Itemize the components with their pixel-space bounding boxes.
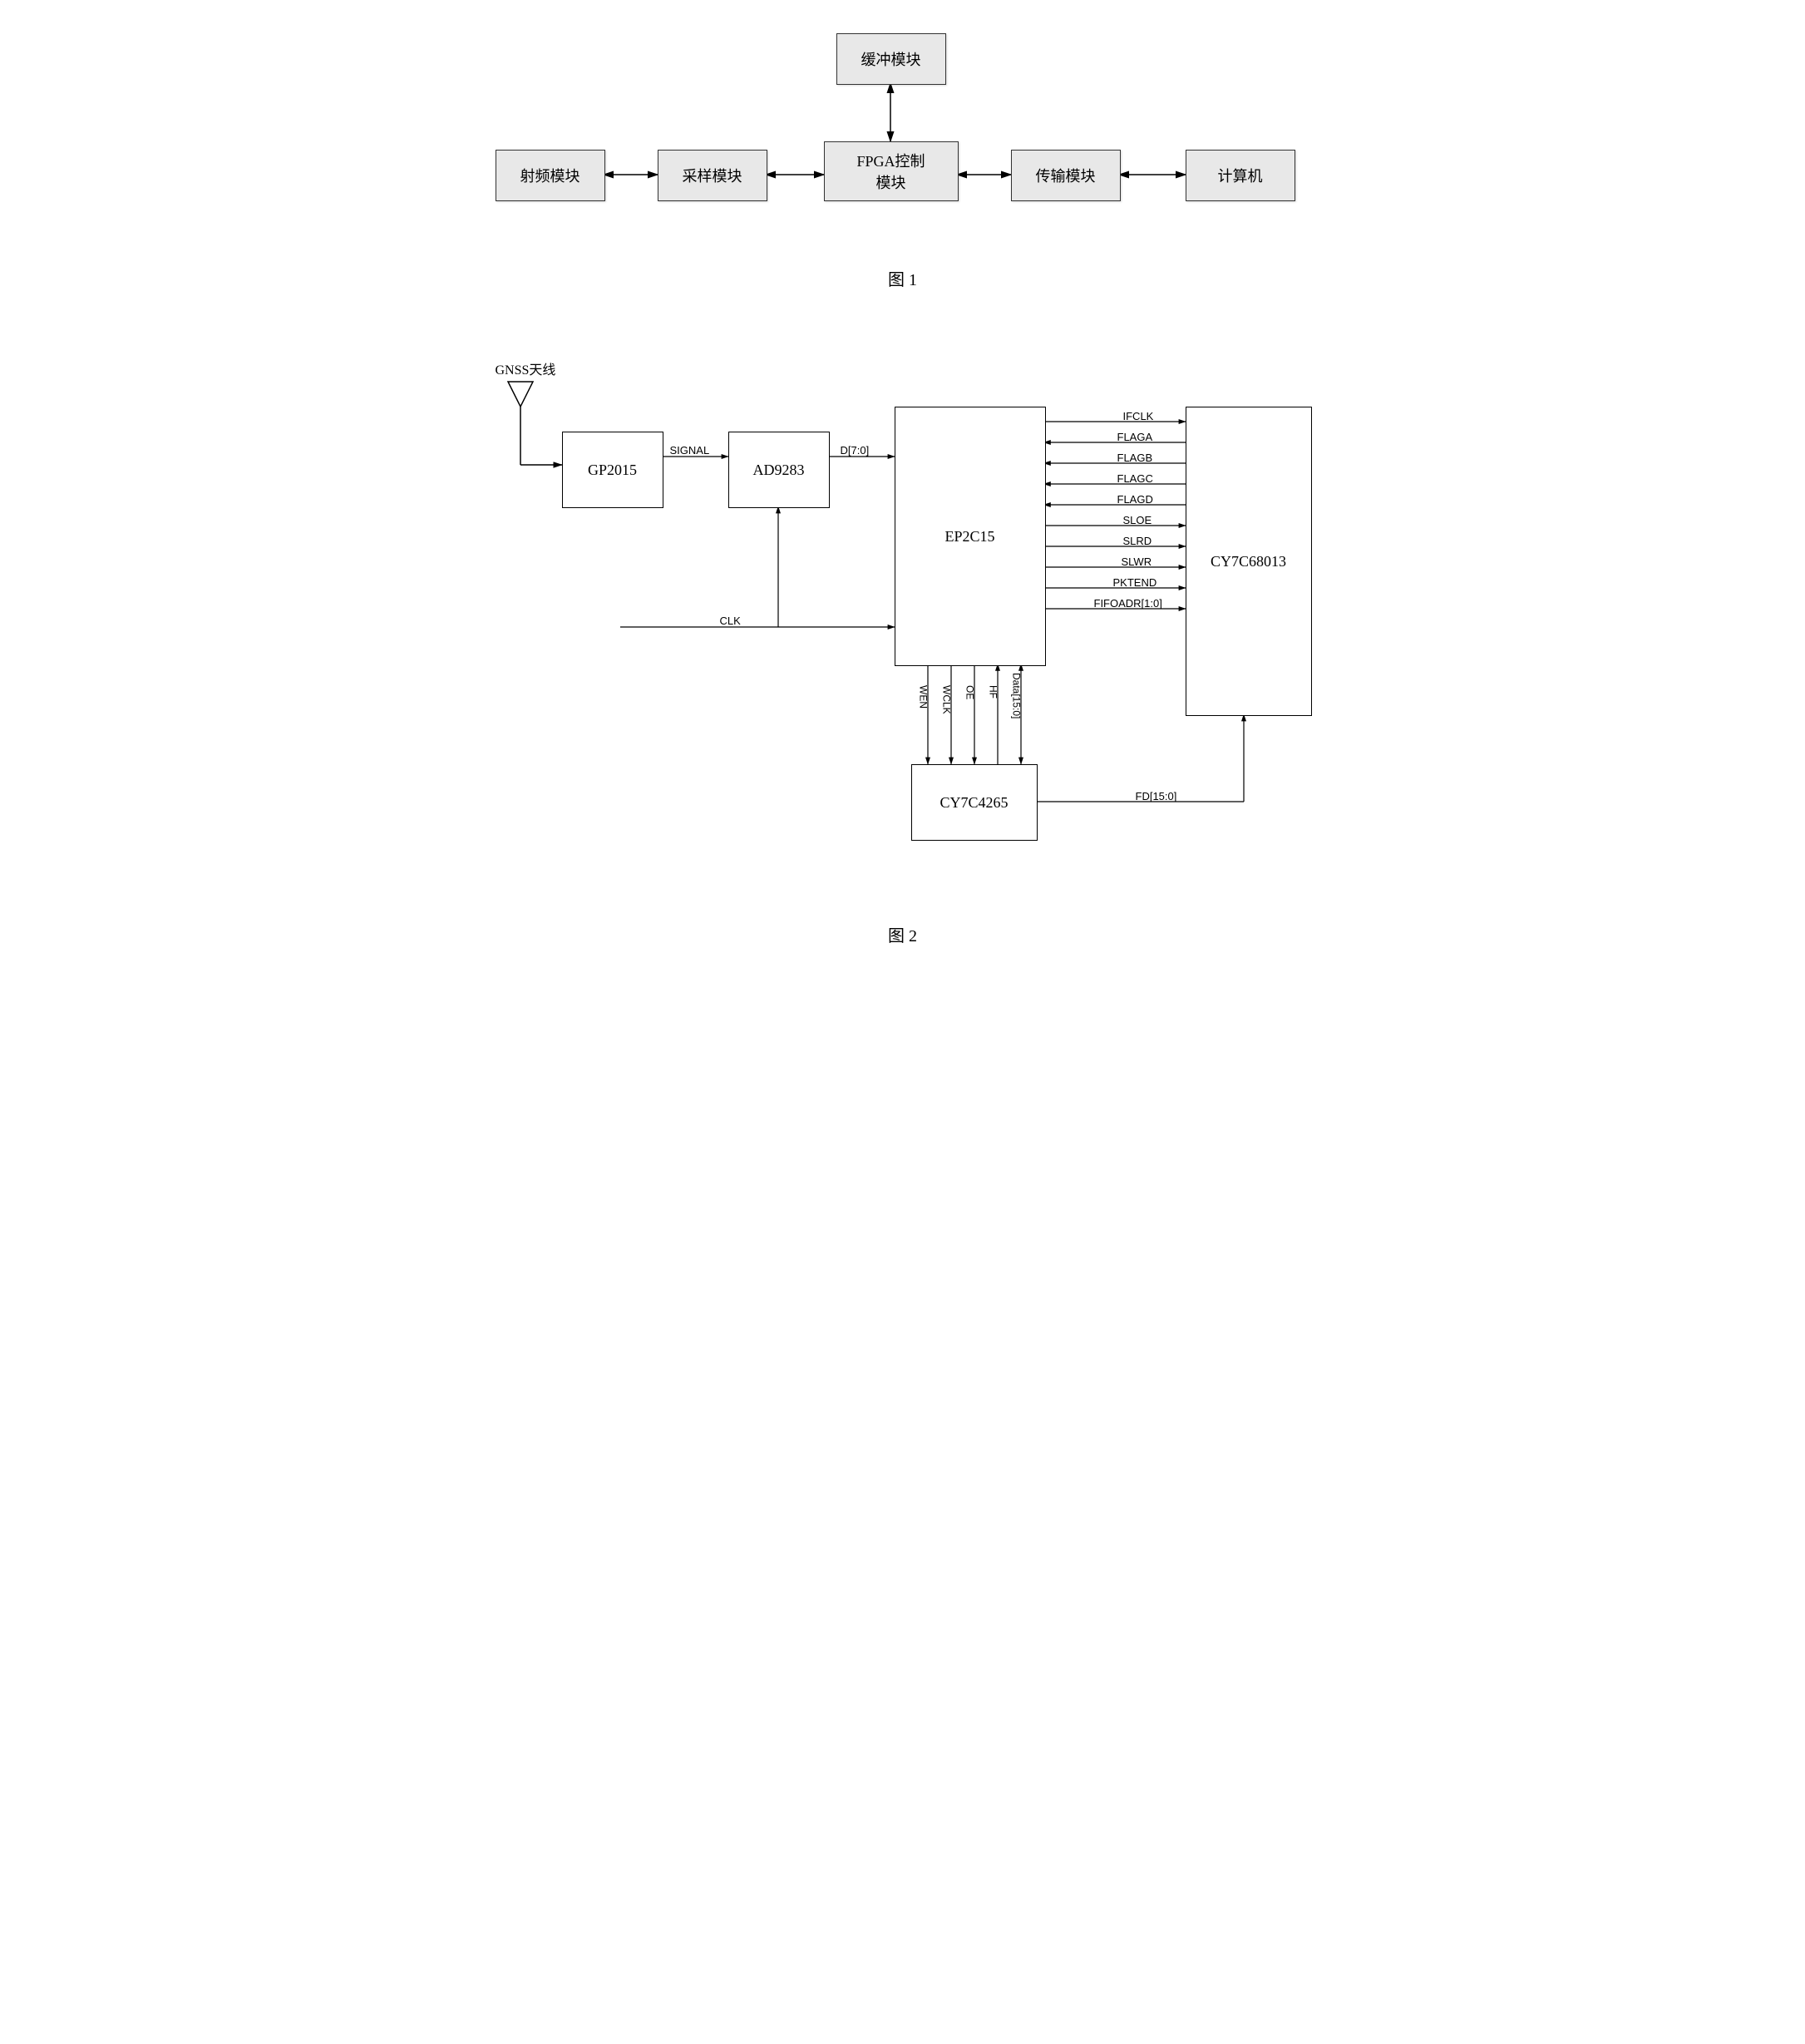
fig2-box-ad9283: AD9283 — [728, 432, 830, 508]
figure-1-caption: 图 1 — [33, 266, 1772, 290]
signal-pktend: PKTEND — [1113, 576, 1157, 589]
fig1-box-fpga: FPGA控制 模块 — [824, 141, 959, 201]
fig1-box-sample: 采样模块 — [658, 150, 767, 201]
fig1-box-buffer: 缓冲模块 — [836, 33, 946, 85]
gnss-antenna-icon — [508, 382, 562, 465]
signal-flagc: FLAGC — [1117, 472, 1153, 485]
fig1-box-rf: 射频模块 — [496, 150, 605, 201]
signal-clk: CLK — [720, 615, 741, 627]
signal-flaga: FLAGA — [1117, 431, 1153, 443]
signal-fifoadr10: FIFOADR[1:0] — [1094, 597, 1162, 610]
figure-1: 缓冲模块射频模块 采样模块 FPGA控制 模块 传输模块 计算机 — [496, 33, 1310, 241]
signal-fd150: FD[15:0] — [1136, 790, 1177, 802]
signal-hf: HF — [988, 685, 999, 699]
figure-2: GNSS天线 GP2015 AD9283 EP2C15 CY7C68013 CY7C42… — [496, 340, 1310, 906]
fig1-box-transmit: 传输模块 — [1011, 150, 1121, 201]
signal-data150: Data[15:0] — [1011, 673, 1023, 718]
signal-slwr: SLWR — [1122, 555, 1152, 568]
signal-slrd: SLRD — [1123, 535, 1152, 547]
fig2-box-cy7c4265: CY7C4265 — [911, 764, 1038, 841]
gnss-antenna-label: GNSS天线 — [496, 358, 556, 378]
fig2-box-cy7c68013: CY7C68013 — [1186, 407, 1312, 716]
fig2-box-gp2015: GP2015 — [562, 432, 663, 508]
signal-oe: OE — [964, 685, 976, 699]
fig2-box-ep2c15: EP2C15 — [895, 407, 1046, 666]
signal-signal: SIGNAL — [670, 444, 710, 457]
signal-flagd: FLAGD — [1117, 493, 1153, 506]
figure-2-caption: 图 2 — [33, 922, 1772, 946]
signal-ifclk: IFCLK — [1123, 410, 1154, 422]
fig1-box-computer: 计算机 — [1186, 150, 1295, 201]
signal-wen: WEN — [918, 685, 930, 708]
signal-d70: D[7:0] — [841, 444, 870, 457]
signal-flagb: FLAGB — [1117, 452, 1153, 464]
signal-sloe: SLOE — [1123, 514, 1152, 526]
signal-wclk: WCLK — [941, 685, 953, 714]
